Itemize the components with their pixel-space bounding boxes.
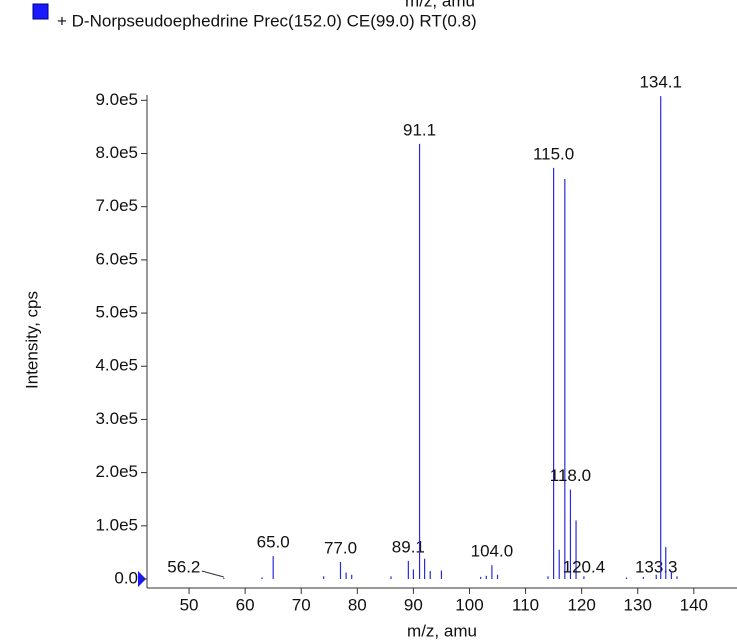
y-tick-label: 0.0 — [114, 568, 138, 587]
x-tick-label: 100 — [455, 595, 483, 614]
peak-label: 77.0 — [324, 538, 357, 557]
y-tick-label: 8.0e5 — [95, 143, 138, 162]
x-tick-label: 140 — [680, 595, 708, 614]
x-tick-label: 70 — [292, 595, 311, 614]
y-tick-label: 2.0e5 — [95, 462, 138, 481]
x-axis-label: m/z, amu — [407, 621, 477, 640]
y-tick-label: 6.0e5 — [95, 249, 138, 268]
chart-title: + D-Norpseudoephedrine Prec(152.0) CE(99… — [57, 11, 477, 30]
x-tick-label: 130 — [624, 595, 652, 614]
y-tick-label: 1.0e5 — [95, 515, 138, 534]
y-tick-label: 4.0e5 — [95, 356, 138, 375]
x-tick-label: 110 — [512, 595, 539, 614]
peak-label: 56.2 — [167, 557, 200, 576]
legend-swatch — [32, 3, 49, 20]
y-tick-label: 7.0e5 — [95, 196, 138, 215]
peak-label: 104.0 — [471, 542, 514, 561]
peak-label: 89.1 — [392, 537, 425, 556]
peak-label: 115.0 — [533, 144, 574, 163]
x-tick-label: 50 — [180, 595, 199, 614]
top-cutoff-label: m/z, amu — [405, 0, 475, 10]
x-tick-label: 90 — [404, 595, 423, 614]
y-tick-label: 3.0e5 — [95, 409, 138, 428]
peak-label: 133.3 — [635, 557, 678, 576]
x-tick-label: 80 — [348, 595, 367, 614]
peak-label: 134.1 — [639, 73, 682, 92]
peak-label: 120.4 — [563, 557, 606, 576]
x-tick-label: 60 — [236, 595, 255, 614]
x-tick-label: 120 — [567, 595, 595, 614]
label-leader — [201, 570, 224, 578]
peak-label: 65.0 — [257, 533, 290, 552]
peak-label: 91.1 — [403, 120, 436, 139]
y-tick-label: 9.0e5 — [95, 90, 138, 109]
peak-label: 118.0 — [550, 466, 591, 485]
y-tick-label: 5.0e5 — [95, 303, 138, 322]
y-axis-label: Intensity, cps — [22, 291, 41, 389]
